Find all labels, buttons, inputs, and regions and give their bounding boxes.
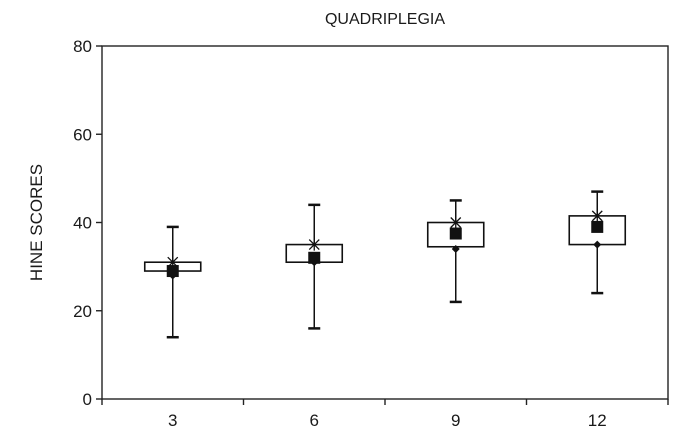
y-axis: 0 20 40 60 80 xyxy=(73,37,102,409)
chart-title: QUADRIPLEGIA xyxy=(325,11,445,28)
y-tick-label: 80 xyxy=(73,37,92,56)
box-group xyxy=(568,190,627,295)
x-tick-label: 3 xyxy=(168,411,177,430)
x-tick-label: 9 xyxy=(451,411,460,430)
star-marker xyxy=(591,209,603,222)
star-marker xyxy=(308,238,320,251)
box-group xyxy=(143,225,202,339)
box-group xyxy=(426,199,485,304)
y-tick-label: 20 xyxy=(73,302,92,321)
mean-square-marker xyxy=(166,265,179,278)
x-tick-label: 12 xyxy=(588,411,607,430)
x-axis: 3 6 9 12 xyxy=(101,399,669,430)
mean-square-marker xyxy=(308,251,321,264)
y-tick-label: 0 xyxy=(83,390,92,409)
y-tick-label: 40 xyxy=(73,214,92,233)
box-series xyxy=(143,190,627,339)
y-axis-label: HINE SCORES xyxy=(27,164,46,281)
diamond-marker xyxy=(593,240,602,249)
star-marker xyxy=(450,216,462,229)
diamond-marker xyxy=(451,244,460,253)
box-group xyxy=(285,203,344,330)
mean-square-marker xyxy=(449,227,462,240)
mean-square-marker xyxy=(591,220,604,233)
x-tick-label: 6 xyxy=(310,411,319,430)
y-tick-label: 60 xyxy=(73,125,92,144)
